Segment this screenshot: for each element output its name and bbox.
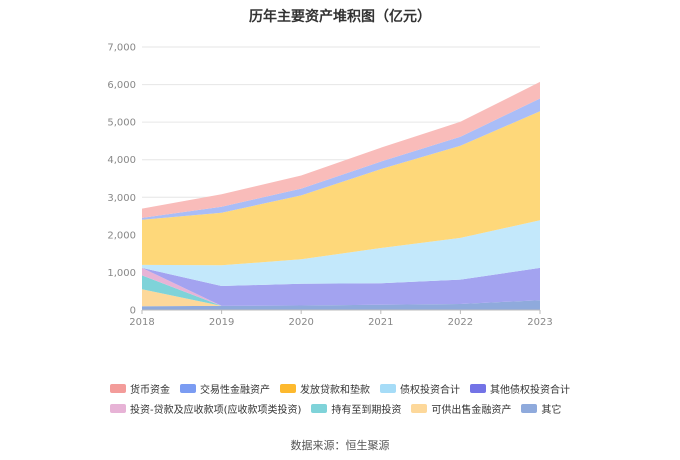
y-tick-label: 0 [130, 306, 136, 317]
legend-label: 发放贷款和垫款 [300, 384, 370, 396]
area-1 [142, 289, 540, 307]
legend-label: 持有至到期投资 [331, 404, 402, 416]
x-tick-label: 2020 [288, 317, 313, 328]
area-8 [142, 81, 540, 218]
area-chart: 0 1,000 2,000 3,000 4,000 5,000 6,000 7,000 2018… [107, 43, 552, 329]
legend-item[interactable]: 投资-贷款及应收款项(应收款项类投资) [110, 401, 301, 416]
legend-swatch [521, 403, 538, 413]
legend-label: 可供出售金融资产 [431, 404, 512, 416]
area-5 [142, 220, 540, 286]
legend-label: 投资-贷款及应收款项(应收款项类投资) [130, 404, 302, 416]
legend-label: 其它 [541, 404, 562, 416]
legend-label: 债权投资合计 [400, 384, 460, 396]
legend-item[interactable]: 债权投资合计 [380, 381, 460, 396]
y-tick-label: 2,000 [107, 230, 136, 241]
axes: 0 1,000 2,000 3,000 4,000 5,000 6,000 7,000 2018… [107, 43, 552, 329]
legend-item[interactable]: 交易性金融资产 [180, 381, 270, 396]
legend: 货币资金 交易性金融资产 发放贷款和垫款 债权投资合计 其他债权投资合计投资-贷款及应收… [110, 378, 610, 418]
legend-label: 其他债权投资合计 [490, 384, 570, 396]
y-tick-label: 4,000 [107, 155, 136, 166]
x-tick-label: 2019 [209, 317, 234, 328]
legend-row: 投资-贷款及应收款项(应收款项类投资) 持有至到期投资 可供出售金融资产 其它 [110, 398, 610, 418]
legend-item[interactable]: 其他债权投资合计 [470, 381, 570, 396]
y-tick-label: 7,000 [107, 43, 136, 54]
area-series [142, 81, 540, 310]
y-tick-label: 3,000 [107, 193, 136, 204]
legend-item[interactable]: 发放贷款和垫款 [280, 381, 370, 396]
legend-label: 货币资金 [130, 384, 170, 396]
area-4 [142, 267, 540, 306]
legend-label: 交易性金融资产 [200, 384, 270, 396]
x-tick-label: 2023 [527, 317, 552, 328]
legend-row: 货币资金 交易性金融资产 发放贷款和垫款 债权投资合计 其他债权投资合计 [110, 378, 610, 398]
x-tick-label: 2021 [368, 317, 393, 328]
data-source-note: 数据来源：恒生聚源 [290, 439, 390, 452]
legend-item[interactable]: 其它 [521, 401, 561, 416]
x-tick-label: 2018 [129, 317, 154, 328]
y-tick-label: 5,000 [107, 118, 136, 129]
legend-item[interactable]: 可供出售金融资产 [411, 401, 511, 416]
legend-swatch [411, 403, 428, 413]
legend-swatch [380, 383, 396, 393]
legend-swatch [311, 403, 328, 413]
legend-swatch [280, 383, 296, 393]
x-tick-label: 2022 [448, 317, 473, 328]
legend-swatch [470, 383, 486, 393]
chart-title: 历年主要资产堆积图（亿元） [249, 9, 431, 25]
area-6 [142, 111, 540, 266]
legend-item[interactable]: 持有至到期投资 [311, 401, 401, 416]
y-tick-label: 1,000 [107, 268, 136, 279]
legend-swatch [110, 403, 126, 413]
y-tick-label: 6,000 [107, 80, 136, 91]
legend-item[interactable]: 货币资金 [110, 381, 170, 396]
legend-swatch [110, 383, 126, 393]
legend-swatch [180, 383, 196, 393]
